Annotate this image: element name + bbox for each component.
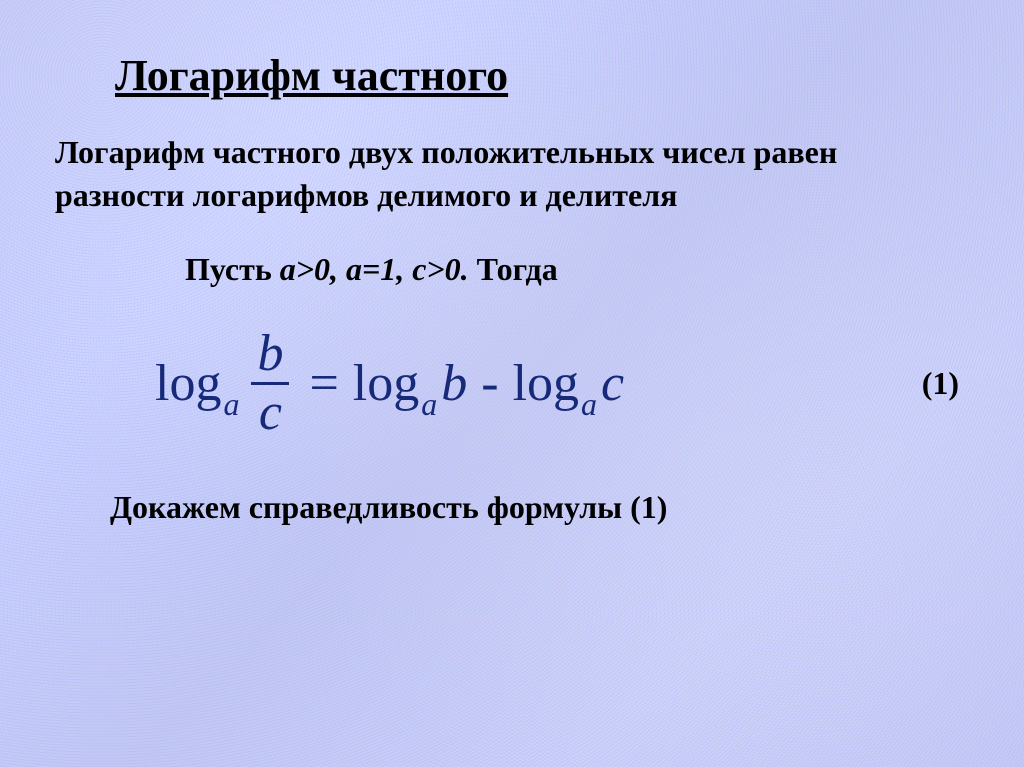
assume-suffix: Тогда [469,251,558,287]
log-base: a [421,386,437,423]
assume-prefix: Пусть [185,251,280,287]
log-arg-c: c [601,354,624,413]
log-b: logab [353,354,467,413]
formula-row: loga b c = logab - logac (1) [155,328,969,439]
log-word: log [353,354,419,413]
log-lhs: loga [155,354,239,413]
log-base: a [223,386,239,423]
log-base: a [581,386,597,423]
fraction-numerator: b [251,328,289,382]
slide-content: Логарифм частного Логарифм частного двух… [0,0,1024,767]
log-arg-b: b [441,354,467,413]
equation-number: (1) [922,365,969,402]
theorem-text: Логарифм частного двух положительных чис… [55,131,969,217]
log-c: logac [513,354,625,413]
quotient-log-formula: loga b c = logab - logac [155,328,922,439]
assumption-line: Пусть a>0, a=1, c>0. Тогда [185,251,969,288]
slide-title: Логарифм частного [115,50,969,101]
assume-conditions: a>0, a=1, c>0. [280,251,469,287]
fraction-bc: b c [251,328,289,439]
fraction-denominator: c [253,385,288,439]
log-word: log [513,354,579,413]
log-word: log [155,354,221,413]
prove-line: Докажем справедливость формулы (1) [110,489,969,526]
minus-sign: - [481,354,498,413]
equals-sign: = [309,354,338,413]
